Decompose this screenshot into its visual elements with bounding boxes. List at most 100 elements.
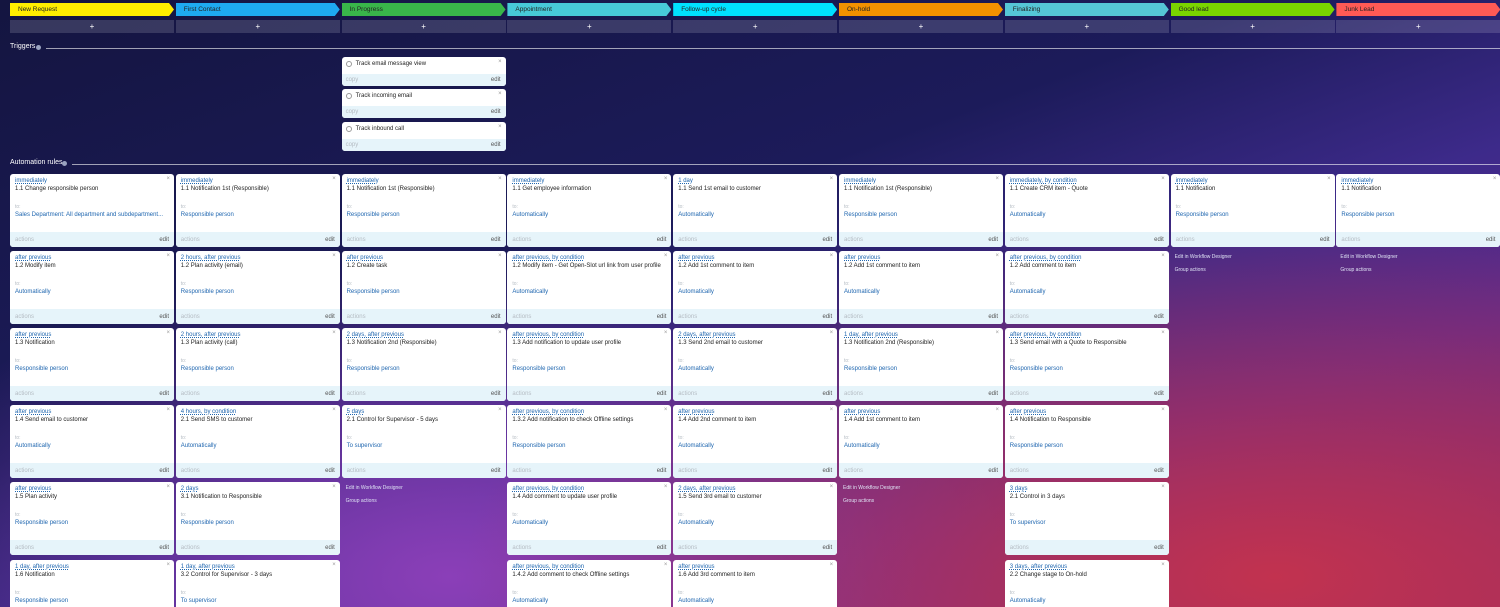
rule-card[interactable]: after previous 1.2 Create task × to: Respons… (341, 251, 506, 325)
rule-target[interactable]: Responsible person (180, 212, 234, 218)
rule-card[interactable]: after previous, by condition 1.4 Add comm… (507, 482, 672, 556)
workflow-designer-link[interactable]: Edit in Workflow Designer (1340, 254, 1398, 261)
close-icon[interactable]: × (1161, 484, 1165, 491)
add-stage-button[interactable]: + (1170, 20, 1335, 33)
close-icon[interactable]: × (498, 330, 502, 337)
rule-timing[interactable]: after previous, by condition (512, 486, 585, 493)
rule-card[interactable]: 4 hours, by condition 2.1 Send SMS to cus… (175, 405, 340, 479)
close-icon[interactable]: × (166, 407, 170, 414)
edit-link[interactable]: edit (656, 391, 667, 398)
rule-card[interactable]: immediately 1.1 Notification × to: Responsib… (1336, 174, 1500, 247)
rule-card[interactable]: immediately 1.1 Notification 1st (Respons… (175, 174, 340, 247)
group-actions-link[interactable]: Group actions (843, 498, 875, 505)
edit-link[interactable]: edit (325, 468, 335, 475)
rule-title[interactable]: 1.4 Notification to Responsible (1009, 417, 1091, 424)
rule-target[interactable]: Automatically (678, 443, 714, 450)
close-icon[interactable]: × (332, 253, 336, 260)
rule-timing[interactable]: immediately (180, 178, 213, 184)
edit-link[interactable]: edit (490, 237, 501, 243)
rule-title[interactable]: 1.1 Create CRM item - Quote (1009, 186, 1088, 192)
workflow-designer-link[interactable]: Edit in Workflow Designer (345, 485, 403, 492)
stage-header[interactable]: In Progress (342, 3, 506, 16)
close-icon[interactable]: × (829, 561, 834, 568)
actions-link[interactable]: actions (678, 545, 698, 552)
edit-link[interactable]: edit (1154, 468, 1164, 475)
rule-timing[interactable]: after previous (1009, 409, 1047, 416)
rule-timing[interactable]: 2 days, after previous (678, 486, 736, 493)
rule-target[interactable]: Responsible person (346, 212, 400, 218)
actions-link[interactable]: actions (180, 468, 200, 475)
rule-target[interactable]: Automatically (1009, 597, 1046, 604)
rule-card[interactable]: 1 day, after previous 1.6 Notification × to… (10, 559, 174, 607)
rule-timing[interactable]: immediately (512, 178, 545, 184)
rule-card[interactable]: 1 day 1.1 Send 1st email to customer × to: A… (673, 174, 838, 247)
close-icon[interactable]: × (166, 176, 170, 182)
close-icon[interactable]: × (498, 123, 502, 130)
edit-link[interactable]: edit (988, 391, 998, 398)
rule-timing[interactable]: immediately (844, 178, 877, 184)
add-stage-button[interactable]: + (341, 20, 506, 33)
actions-link[interactable]: actions (1341, 237, 1361, 243)
close-icon[interactable]: × (1161, 253, 1165, 260)
rule-timing[interactable]: after previous, by condition (1009, 255, 1082, 262)
trigger-card[interactable]: Track inbound call × copy edit (341, 121, 506, 151)
close-icon[interactable]: × (995, 330, 999, 337)
actions-link[interactable]: actions (844, 391, 864, 398)
rule-title[interactable]: 3.2 Control for Supervisor - 3 days (180, 571, 273, 578)
close-icon[interactable]: × (829, 330, 834, 337)
close-icon[interactable]: × (663, 407, 668, 414)
rule-title[interactable]: 1.2 Add 1st comment to item (844, 263, 921, 270)
close-icon[interactable]: × (663, 176, 668, 182)
close-icon[interactable]: × (498, 91, 502, 98)
close-icon[interactable]: × (332, 561, 336, 568)
edit-link[interactable]: edit (822, 391, 833, 398)
close-icon[interactable]: × (166, 330, 170, 337)
rule-title[interactable]: 1.3 Plan activity (call) (180, 340, 238, 347)
actions-link[interactable]: actions (180, 237, 200, 243)
edit-link[interactable]: edit (490, 468, 501, 475)
actions-link[interactable]: actions (844, 468, 864, 475)
rule-timing[interactable]: 1 day, after previous (844, 332, 898, 339)
rule-timing[interactable]: immediately (1341, 178, 1374, 184)
actions-link[interactable]: actions (844, 237, 864, 243)
rule-timing[interactable]: 1 day, after previous (15, 563, 69, 570)
rule-title[interactable]: 1.1 Change responsible person (15, 186, 99, 192)
rule-title[interactable]: 1.2 Add comment to item (1009, 263, 1077, 270)
workflow-designer-link[interactable]: Edit in Workflow Designer (1174, 254, 1232, 261)
close-icon[interactable]: × (498, 407, 502, 414)
rule-card[interactable]: 3 days 2.1 Control in 3 days × to: To superv… (1004, 482, 1169, 556)
close-icon[interactable]: × (1161, 561, 1165, 568)
rule-target[interactable]: Responsible person (346, 366, 400, 373)
actions-link[interactable]: actions (1175, 237, 1195, 243)
actions-link[interactable]: actions (512, 468, 532, 475)
close-icon[interactable]: × (663, 484, 668, 491)
rule-title[interactable]: 1.6 Add 3rd comment to item (678, 571, 755, 578)
add-stage-button[interactable]: + (175, 20, 340, 33)
actions-link[interactable]: actions (512, 391, 532, 398)
rule-title[interactable]: 3.1 Notification to Responsible (180, 494, 262, 501)
close-icon[interactable]: × (829, 407, 834, 414)
copy-link[interactable]: copy (345, 109, 359, 116)
rule-title[interactable]: 2.1 Send SMS to customer (180, 417, 253, 424)
rule-title[interactable]: 1.2 Add 1st comment to item (678, 263, 755, 270)
actions-link[interactable]: actions (180, 314, 200, 321)
rule-title[interactable]: 1.4 Send email to customer (15, 417, 89, 424)
rule-card[interactable]: immediately 1.1 Notification 1st (Respons… (341, 174, 506, 247)
rule-title[interactable]: 1.1 Notification 1st (Responsible) (346, 186, 435, 192)
close-icon[interactable]: × (498, 176, 502, 182)
close-icon[interactable]: × (332, 407, 336, 414)
close-icon[interactable]: × (1161, 330, 1165, 337)
rule-title[interactable]: 1.3 Add notification to update user prof… (512, 340, 622, 347)
actions-link[interactable]: actions (15, 314, 35, 321)
actions-link[interactable]: actions (678, 391, 698, 398)
edit-link[interactable]: edit (988, 314, 998, 321)
rule-timing[interactable]: after previous (678, 255, 715, 262)
rule-timing[interactable]: immediately (15, 178, 48, 184)
rule-timing[interactable]: after previous (15, 332, 52, 339)
rule-target[interactable]: Responsible person (15, 520, 69, 527)
edit-link[interactable]: edit (325, 314, 335, 321)
rule-target[interactable]: Responsible person (1009, 443, 1063, 450)
rule-card[interactable]: after previous, by condition 1.2 Add comm… (1004, 251, 1169, 325)
rule-target[interactable]: Automatically (1009, 289, 1046, 296)
close-icon[interactable]: × (1161, 407, 1165, 414)
